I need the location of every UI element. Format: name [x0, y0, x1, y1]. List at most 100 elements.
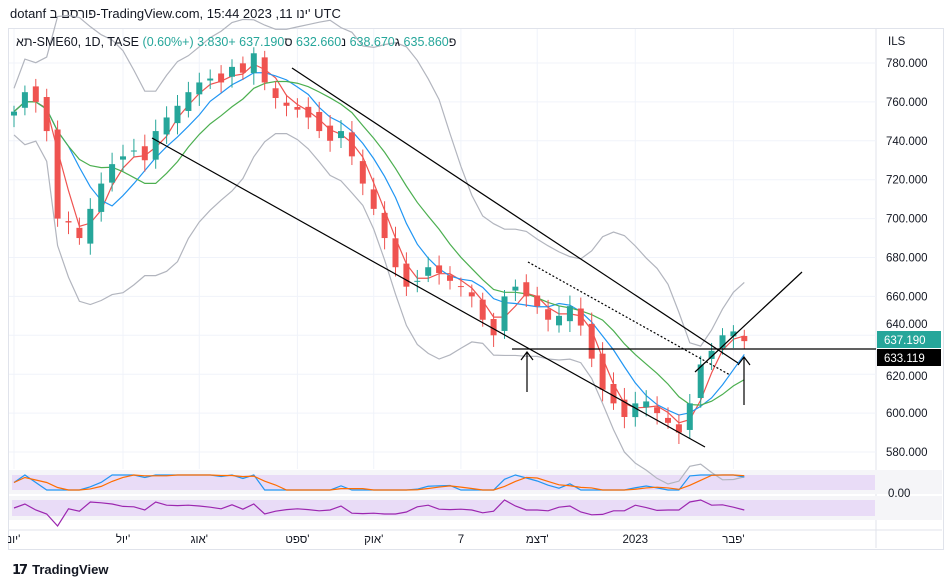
- y-tick-label: 680.000: [886, 253, 928, 265]
- candle-body: [327, 125, 334, 141]
- y-tick-label: 720.000: [886, 175, 928, 187]
- candle-body: [98, 183, 105, 212]
- candle-body: [76, 227, 83, 239]
- stoch-band: [12, 475, 875, 490]
- ma-mid-line: [13, 72, 745, 416]
- x-tick-label: 7: [458, 534, 464, 546]
- close-value: 637.190: [239, 35, 285, 49]
- candle-body: [654, 407, 661, 414]
- channel-lower-line[interactable]: [151, 137, 706, 448]
- candle-body: [348, 132, 355, 157]
- candle-body: [152, 131, 159, 160]
- candle-body: [11, 111, 17, 116]
- candle-body: [272, 88, 279, 99]
- candle-body: [196, 82, 203, 95]
- y-tick-label: 780.000: [886, 58, 928, 70]
- price-pane[interactable]: [9, 29, 876, 469]
- candle-body: [403, 263, 410, 287]
- y-tick-label: 760.000: [886, 97, 928, 109]
- candle-body: [130, 150, 137, 152]
- candle-body: [239, 63, 246, 73]
- x-tick-label: דצמ': [526, 534, 549, 546]
- arrow-head-2: [737, 356, 751, 366]
- candle-body: [65, 221, 72, 223]
- candle-body: [741, 335, 748, 342]
- candle-body: [414, 280, 421, 282]
- candle-body: [599, 353, 606, 390]
- candle-body: [621, 399, 628, 417]
- y-tick-label: 640.000: [886, 319, 928, 331]
- dotted-trendline[interactable]: [527, 261, 731, 376]
- candle-body: [316, 111, 323, 132]
- currency-label: ILS: [888, 36, 906, 48]
- x-tick-label: ספט': [285, 534, 309, 546]
- y-tick-label: 700.000: [886, 214, 928, 226]
- x-tick-label: אוג': [191, 534, 208, 546]
- candle-body: [425, 267, 432, 276]
- candle-body: [87, 208, 94, 244]
- candle-body: [686, 403, 693, 430]
- candle-body: [141, 146, 148, 161]
- candle-body: [359, 161, 366, 184]
- candle-body: [697, 364, 704, 398]
- high-value: 638.670: [349, 35, 395, 49]
- rsi-line: [13, 499, 745, 527]
- brand-name: TradingView: [32, 562, 109, 577]
- y-tick-label: 660.000: [886, 291, 928, 303]
- last-price-badge: [877, 331, 941, 348]
- tradingview-logo[interactable]: 17 TradingView: [12, 562, 109, 578]
- breakout-line[interactable]: [694, 271, 803, 373]
- bollinger-lower: [13, 133, 745, 485]
- x-tick-label: יונ': [8, 534, 21, 546]
- candle-body: [370, 189, 377, 209]
- candle-body: [294, 107, 301, 110]
- candle-body: [501, 296, 508, 331]
- candle-body: [643, 401, 650, 408]
- indicator-value-label: 0.00: [888, 488, 910, 500]
- candle-body: [577, 308, 584, 326]
- candle-body: [457, 286, 464, 288]
- candle-body: [218, 73, 225, 83]
- candle-body: [675, 424, 682, 433]
- publish-info: dotanf פורסם ב-TradingView.com, 15:44 20…: [10, 6, 341, 21]
- candle-body: [109, 164, 116, 183]
- symbol-legend: תא-SME60, 1D, TASE פ635.860 ג638.670 נ63…: [16, 35, 456, 49]
- candle-body: [708, 350, 715, 359]
- candle-body: [261, 57, 268, 83]
- arrow-head-1: [520, 351, 534, 361]
- candle-body: [512, 286, 519, 291]
- candle-body: [523, 282, 530, 297]
- y-tick-label: 580.000: [886, 447, 928, 459]
- line-price-label: 633.119: [884, 353, 925, 365]
- y-tick-label: 600.000: [886, 408, 928, 420]
- candle-body: [392, 238, 399, 268]
- candle-body: [447, 275, 453, 281]
- candle-body: [163, 117, 170, 135]
- stoch-d-line: [13, 474, 745, 491]
- trendlines[interactable]: [151, 67, 876, 448]
- open-value: 635.860: [403, 35, 449, 49]
- candle-body: [305, 106, 312, 118]
- candle-body: [283, 102, 290, 106]
- candle-body: [250, 53, 257, 74]
- candle-body: [207, 78, 214, 81]
- candle-body: [490, 319, 497, 336]
- x-tick-label: 2023: [623, 534, 649, 546]
- candle-body: [54, 129, 61, 219]
- candle-body: [381, 212, 388, 239]
- channel-upper-line[interactable]: [291, 67, 739, 364]
- bollinger-upper: [13, 14, 745, 347]
- y-tick-label: 620.000: [886, 371, 928, 383]
- candle-body: [185, 92, 192, 111]
- candle-body: [588, 323, 595, 359]
- x-tick-label: יול': [116, 533, 130, 546]
- y-tick-label: 740.000: [886, 136, 928, 148]
- candle-body: [534, 295, 541, 307]
- candle-body: [32, 86, 39, 102]
- candle-body: [556, 315, 562, 326]
- x-tick-label: אוק': [364, 534, 383, 546]
- candle-body: [436, 265, 443, 274]
- symbol-name[interactable]: תא-SME60, 1D, TASE: [16, 35, 140, 49]
- candle-body: [174, 105, 181, 124]
